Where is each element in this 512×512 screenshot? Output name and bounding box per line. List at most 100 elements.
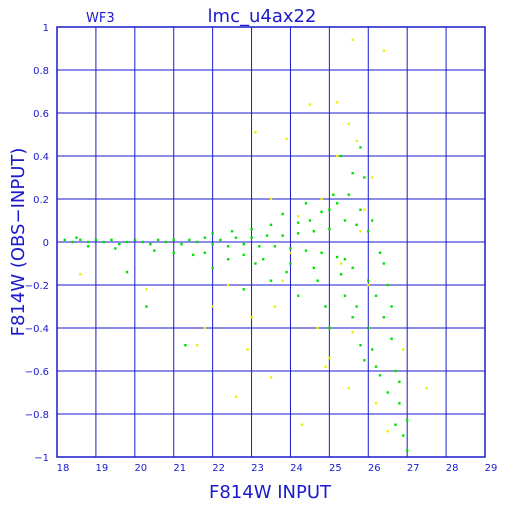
x-tick-label: 28 [446, 463, 459, 474]
y-tick-label: −0.2 [25, 281, 49, 292]
data-point-yellow [339, 262, 343, 265]
data-point-yellow [347, 122, 351, 125]
data-point-yellow [227, 283, 230, 287]
data-point-yellow [425, 387, 428, 390]
data-point-yellow [79, 273, 82, 276]
data-point-yellow [289, 251, 292, 254]
data-point-green [363, 359, 366, 362]
data-point-yellow [320, 197, 323, 201]
data-point-green [359, 344, 362, 347]
data-point-yellow [254, 131, 257, 134]
data-point-green [172, 238, 175, 242]
data-point-yellow [402, 348, 405, 351]
x-tick-label: 19 [96, 463, 109, 474]
data-point-green [227, 258, 230, 261]
x-tick-label: 23 [251, 463, 264, 474]
data-point-green [281, 234, 284, 237]
data-point-green [390, 305, 393, 308]
data-point-yellow [285, 137, 288, 140]
data-point-green [308, 219, 312, 222]
data-point-yellow [347, 387, 351, 390]
x-tick-label: 20 [134, 463, 147, 474]
data-point-green [359, 146, 362, 149]
data-point-green [304, 249, 308, 252]
data-point-green [405, 419, 409, 422]
data-point-yellow [367, 283, 370, 287]
data-point-yellow [363, 208, 366, 211]
data-point-green [219, 238, 222, 242]
data-point-green [211, 242, 214, 246]
data-point-green [351, 316, 354, 319]
data-point-yellow [370, 176, 374, 179]
data-point-green [320, 210, 323, 214]
data-point-green [370, 348, 374, 351]
y-tick-label: −1 [34, 453, 49, 464]
data-point-green [386, 391, 389, 394]
data-point-green [386, 283, 389, 287]
y-axis-label: F814W (OBS−INPUT) [8, 148, 29, 337]
data-point-green [347, 193, 351, 196]
data-point-green [211, 266, 214, 269]
data-point-green [203, 236, 207, 239]
data-point-green [378, 251, 382, 254]
data-point-green [398, 402, 401, 405]
y-tick-label: −0.4 [25, 324, 49, 335]
data-point-yellow [300, 423, 304, 426]
x-tick-label: 25 [329, 463, 342, 474]
data-point-green [273, 245, 277, 248]
data-point-green [335, 255, 339, 259]
data-point-green [125, 240, 129, 244]
data-point-green [86, 240, 90, 244]
data-point-green [191, 253, 195, 257]
data-point-yellow [234, 395, 238, 398]
y-tick-label: −0.8 [25, 410, 49, 421]
data-point-green [153, 249, 156, 252]
data-point-green [351, 172, 354, 175]
data-point-green [125, 270, 129, 274]
chart-title: lmc_u4ax22 [208, 6, 317, 27]
data-point-green [118, 242, 121, 246]
data-point-yellow [351, 331, 354, 334]
x-tick-label: 22 [212, 463, 225, 474]
y-tick-labels: 1 0.8 0.6 0.4 0.2 0 −0.2 −0.4 −0.6 −0.8 −1 [25, 23, 49, 464]
data-point-green [180, 242, 183, 246]
data-point-green [242, 242, 245, 246]
data-point-green [297, 294, 300, 297]
data-point-green [133, 238, 137, 242]
data-point-green [328, 227, 331, 231]
data-point-green [316, 279, 319, 282]
data-points [63, 38, 428, 452]
data-point-green [269, 223, 273, 226]
data-point-green [110, 238, 113, 242]
data-point-green [149, 242, 152, 246]
data-point-yellow [374, 402, 378, 405]
data-point-green [367, 279, 370, 282]
data-point-green [335, 202, 339, 205]
data-point-green [195, 240, 199, 244]
data-point-green [320, 251, 323, 254]
data-point-green [250, 236, 253, 239]
data-point-green [281, 212, 284, 216]
data-point-green [75, 236, 78, 239]
y-tick-label: 0.8 [33, 66, 49, 77]
data-point-green [312, 230, 315, 233]
data-point-green [269, 279, 273, 282]
data-point-green [114, 247, 117, 250]
x-tick-label: 24 [290, 463, 303, 474]
data-point-green [172, 251, 175, 254]
data-point-yellow [145, 288, 148, 291]
x-tick-label: 26 [368, 463, 381, 474]
data-point-green [324, 305, 327, 308]
data-point-green [402, 434, 405, 437]
data-point-green [258, 245, 261, 248]
data-point-green [339, 273, 343, 276]
data-point-green [289, 247, 292, 250]
data-point-green [227, 245, 230, 248]
data-point-green [351, 266, 354, 269]
data-point-green [378, 374, 382, 377]
data-point-yellow [297, 215, 300, 218]
data-point-green [343, 219, 347, 222]
data-point-yellow [386, 430, 389, 433]
data-point-green [63, 238, 66, 242]
